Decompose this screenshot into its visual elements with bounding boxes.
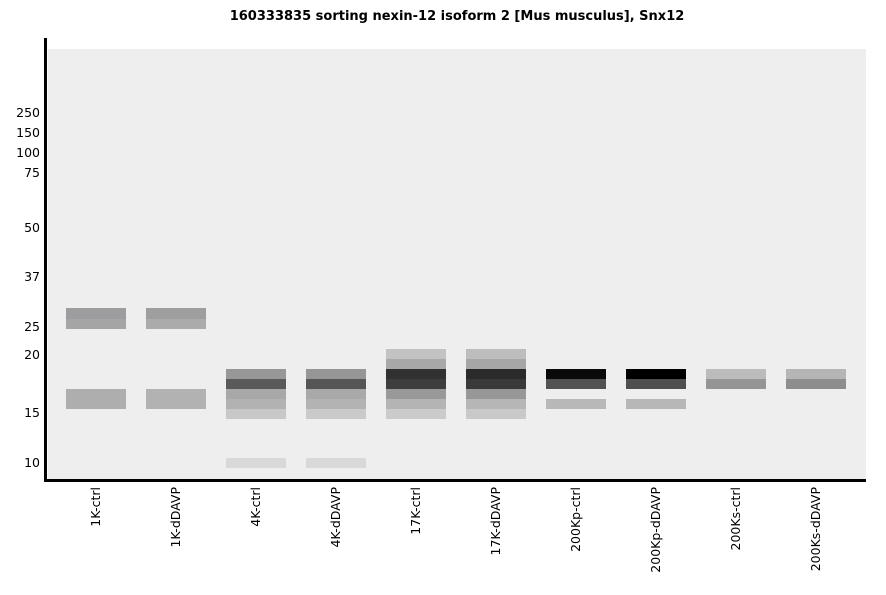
gel-band [546,369,606,379]
gel-band [626,369,686,379]
y-tick-label: 25 [24,319,40,334]
gel-band [466,409,526,419]
x-tick-label: 17K-ctrl [408,487,423,535]
gel-band [226,399,286,409]
gel-band [786,369,846,379]
gel-band [386,349,446,359]
chart-title: 160333835 sorting nexin-12 isoform 2 [Mu… [229,9,685,24]
gel-band [226,409,286,419]
gel-band [386,399,446,409]
y-tick-label: 15 [24,405,40,420]
x-tick-label: 1K-dDAVP [168,487,183,548]
y-tick-label: 250 [16,105,40,120]
gel-band [626,379,686,389]
gel-band [146,389,206,409]
y-tick-label: 100 [16,145,40,160]
x-tick-label: 200Ks-ctrl [728,487,743,551]
gel-band [706,369,766,379]
x-tick-label: 4K-dDAVP [328,487,343,548]
x-tick-label: 200Kp-dDAVP [648,487,663,573]
x-tick-label: 1K-ctrl [88,487,103,527]
x-tick-label: 4K-ctrl [248,487,263,527]
gel-band [66,319,126,329]
gel-band [786,379,846,389]
x-tick-label: 17K-dDAVP [488,487,503,556]
y-tick-label: 150 [16,125,40,140]
gel-band [226,389,286,399]
y-tick-label: 75 [24,165,40,180]
x-axis-line [44,479,866,482]
x-tick-label: 200Ks-dDAVP [808,487,823,572]
gel-band [546,399,606,409]
y-tick-label: 10 [24,455,40,470]
gel-band [146,308,206,319]
y-tick-label: 20 [24,347,40,362]
gel-band [306,399,366,409]
gel-band [466,399,526,409]
gel-band [706,379,766,389]
gel-band [386,389,446,399]
gel-band [386,379,446,389]
gel-band [546,379,606,389]
gel-band [306,409,366,419]
gel-band [306,369,366,379]
gel-band [466,359,526,369]
gel-band [66,389,126,409]
y-axis-line [44,38,47,482]
gel-band [226,369,286,379]
gel-band [66,308,126,319]
y-tick-label: 50 [24,220,40,235]
gel-band [306,379,366,389]
gel-band [626,399,686,409]
gel-band [226,458,286,468]
gel-band [466,389,526,399]
plot-area [48,49,866,479]
gel-band [386,409,446,419]
gel-band [146,319,206,329]
y-tick-label: 37 [24,269,40,284]
gel-band [466,349,526,359]
gel-band [226,379,286,389]
gel-band [466,369,526,379]
gel-band [386,369,446,379]
gel-band [306,389,366,399]
gel-band [466,379,526,389]
x-tick-label: 200Kp-ctrl [568,487,583,552]
gel-band [386,359,446,369]
gel-band [306,458,366,468]
